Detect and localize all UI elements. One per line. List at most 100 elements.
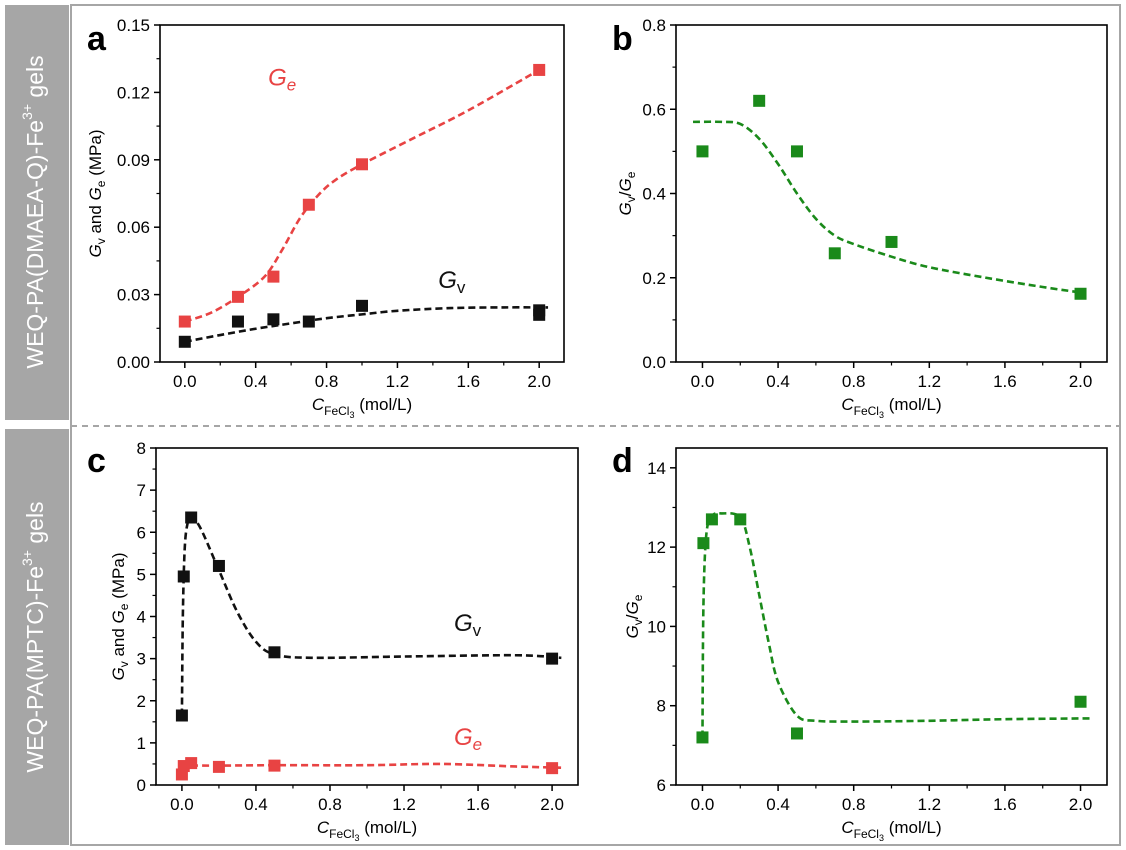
panel-a-letter: a: [87, 20, 107, 58]
series-c-1-point: [546, 762, 559, 775]
y-tick-label: 5: [137, 565, 146, 584]
series-d-0-point: [697, 537, 710, 550]
series-b-0-point: [753, 94, 766, 107]
y-tick-label: 8: [657, 697, 666, 716]
x-tick-label: 1.6: [466, 795, 490, 814]
x-tick-label: 2.0: [527, 372, 551, 391]
series-d-0-point: [1074, 695, 1087, 708]
series-d-0-point: [696, 731, 709, 744]
row-label-bottom: WEQ-PA(MPTC)-Fe3+ gels: [19, 501, 48, 772]
series-a-0-fit-line: [184, 68, 540, 323]
series-a-0-point: [178, 315, 191, 328]
y-tick-label: 6: [137, 523, 146, 542]
series-d-0-fit-line: [701, 511, 1091, 738]
panel-b-letter: b: [612, 20, 633, 58]
x-tick-label: 2.0: [1069, 372, 1093, 391]
y-tick-label: 4: [137, 608, 146, 627]
x-tick-label: 0.0: [173, 372, 197, 391]
panel-b: b 0.0 0.4 0.8 1.2 1.6 2.0 0.0 0.2 0.4 0.6 0.8 CFeCl3…: [612, 16, 1108, 420]
panel-c: c 0.0 0.4 0.8 1.2 1.6 2.0 0 1 2 3 4 5 6 7 8 CFeCl3 (mol/…: [87, 439, 579, 843]
x-tick-label: 1.2: [386, 372, 410, 391]
x-tick-label: 0.8: [315, 372, 339, 391]
y-tick-label: 12: [647, 538, 666, 557]
y-tick-label: 0.12: [117, 83, 150, 102]
x-axis-label: CFeCl3 (mol/L): [841, 395, 941, 420]
series-c-0-point: [546, 652, 559, 665]
series-a-1-label: Gv: [438, 267, 466, 297]
panel-d-letter: d: [612, 442, 633, 480]
y-tick-label: 7: [137, 481, 146, 500]
x-tick-label: 0.0: [691, 372, 715, 391]
series-d-0-point: [734, 513, 747, 526]
panel-c-letter: c: [87, 442, 106, 480]
series-c-1-point: [268, 759, 281, 772]
x-axis-label: CFeCl3 (mol/L): [841, 818, 941, 843]
series-b-0-point: [828, 247, 841, 260]
x-axis-label: CFeCl3 (mol/L): [312, 395, 412, 420]
series-d-0-point: [705, 513, 718, 526]
y-tick-label: 3: [137, 650, 146, 669]
y-tick-label: 10: [647, 617, 666, 636]
y-tick-label: 0.4: [642, 185, 666, 204]
row-label-band-bottom: [5, 429, 69, 845]
panel-a: a 0.0 0.4 0.8 1.2 1.6 2.0 0.00 0.03 0.06 0.09 0.12 0…: [86, 16, 565, 420]
series-c-1-fit-line: [180, 762, 562, 772]
series-b-0-point: [790, 145, 803, 158]
series-a-1-point: [302, 315, 315, 328]
series-d-0-point: [790, 727, 803, 740]
x-tick-label: 1.2: [917, 372, 941, 391]
y-tick-label: 6: [657, 776, 666, 795]
x-tick-label: 1.6: [993, 795, 1017, 814]
y-tick-label: 0.00: [117, 353, 150, 372]
y-tick-label: 1: [137, 734, 146, 753]
y-axis-label: Gv and Ge (MPa): [86, 130, 108, 258]
series-c-0-point: [212, 559, 225, 572]
series-b-0-point: [696, 145, 709, 158]
series-a-1-point: [178, 335, 191, 348]
y-tick-label: 0.09: [117, 151, 150, 170]
y-axis-label: Gv/Ge: [623, 594, 645, 638]
series-a-0-point: [533, 63, 546, 76]
y-tick-label: 0: [137, 776, 146, 795]
x-tick-label: 0.8: [318, 795, 342, 814]
y-tick-label: 0.6: [642, 100, 666, 119]
series-c-0-point: [177, 570, 190, 583]
y-tick-label: 8: [137, 439, 146, 458]
x-tick-label: 1.6: [456, 372, 480, 391]
panel-d: d 0.0 0.4 0.8 1.2 1.6 2.0 6 8 10 12 14 CFeCl3 (mol/L…: [612, 442, 1108, 843]
series-c-0-fit-line: [180, 516, 562, 716]
y-tick-label: 14: [647, 459, 666, 478]
y-tick-label: 0.2: [642, 269, 666, 288]
y-tick-label: 0.15: [117, 16, 150, 35]
series-c-1-label: Ge: [454, 724, 482, 754]
x-tick-label: 0.4: [244, 795, 268, 814]
series-a-1-point: [267, 313, 280, 326]
row-label-band-top: [5, 5, 69, 420]
series-c-1-point: [212, 760, 225, 773]
series-a-0-point: [356, 158, 368, 171]
x-axis-label: CFeCl3 (mol/L): [317, 818, 417, 843]
series-a-1-point: [356, 299, 368, 312]
y-tick-label: 0.0: [642, 353, 666, 372]
panel-d-axes-box: [675, 447, 1108, 786]
series-a-0-point: [302, 198, 315, 211]
panel-b-axes-box: [675, 24, 1108, 363]
y-tick-label: 0.06: [117, 218, 150, 237]
x-tick-label: 0.4: [244, 372, 268, 391]
series-a-1-point: [231, 315, 244, 328]
x-tick-label: 2.0: [540, 795, 564, 814]
x-tick-label: 0.8: [842, 795, 866, 814]
x-tick-label: 2.0: [1069, 795, 1093, 814]
y-tick-label: 0.8: [642, 16, 666, 35]
x-tick-label: 0.0: [170, 795, 194, 814]
panel-c-axes-box: [155, 447, 579, 786]
series-a-1-point: [533, 308, 546, 321]
x-tick-label: 0.4: [766, 795, 790, 814]
series-c-0-label: Gv: [454, 610, 482, 640]
series-c-0-point: [185, 511, 198, 524]
series-a-0-point: [231, 290, 244, 303]
x-tick-label: 1.2: [392, 795, 416, 814]
series-c-0-point: [268, 646, 281, 659]
x-tick-label: 0.4: [766, 372, 790, 391]
